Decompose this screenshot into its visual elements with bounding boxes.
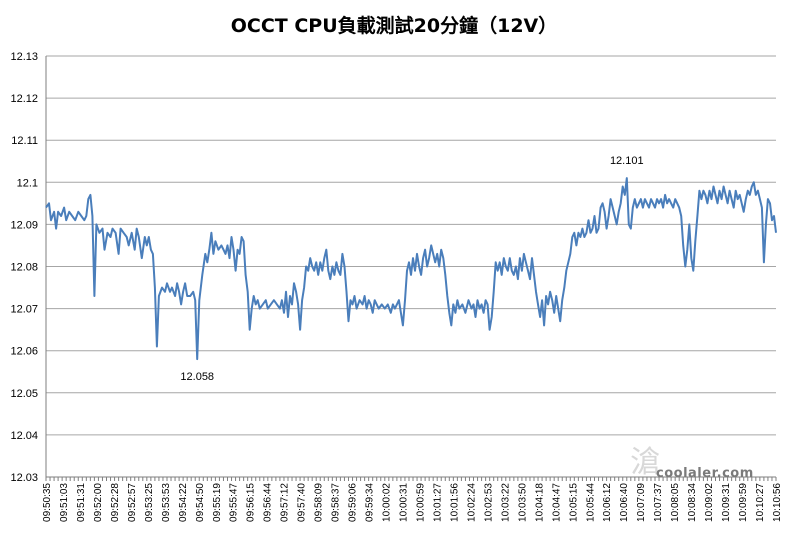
x-tick-label: 09:51:03 <box>59 483 70 522</box>
x-tick-label: 10:08:05 <box>670 483 681 522</box>
y-tick-label: 12.06 <box>10 346 38 358</box>
y-tick-label: 12.12 <box>10 93 38 105</box>
y-tick-label: 12.13 <box>10 51 38 63</box>
watermark-mark: 滄 <box>630 445 660 480</box>
x-tick-label: 09:58:09 <box>314 483 325 522</box>
x-tick-label: 10:06:40 <box>619 483 630 522</box>
x-tick-label: 10:07:09 <box>636 483 647 522</box>
x-tick-label: 09:52:57 <box>127 483 138 522</box>
x-tick-label: 09:55:47 <box>229 483 240 522</box>
x-tick-label: 09:56:15 <box>246 483 257 522</box>
x-tick-label: 10:05:15 <box>568 483 579 522</box>
x-tick-label: 10:04:18 <box>534 483 545 522</box>
x-tick-label: 09:54:50 <box>195 483 206 522</box>
x-tick-label: 09:53:25 <box>144 483 155 522</box>
x-tick-label: 09:52:00 <box>93 483 104 522</box>
data-label: 12.101 <box>610 155 644 167</box>
x-tick-label: 10:07:37 <box>653 483 664 522</box>
x-axis: 09:50:35 09:51:03 09:51:31 09:52:00 09:52:28… <box>42 477 783 522</box>
x-tick-label: 10:02:53 <box>483 483 494 522</box>
y-tick-label: 12.09 <box>10 219 38 231</box>
x-tick-label: 10:00:02 <box>382 483 393 522</box>
x-tick-label: 10:04:47 <box>551 483 562 522</box>
y-tick-label: 12.11 <box>11 135 38 147</box>
x-tick-label: 09:58:37 <box>331 483 342 522</box>
x-tick-label: 10:02:24 <box>466 483 477 522</box>
series-line <box>45 177 777 361</box>
y-tick-label: 12.03 <box>10 472 38 484</box>
x-tick-label: 10:03:22 <box>500 483 511 522</box>
x-tick-label: 09:57:40 <box>297 483 308 522</box>
y-axis: 12.0312.0412.0512.0612.0712.0812.0912.11… <box>10 51 47 484</box>
y-tick-label: 12.07 <box>10 304 38 316</box>
x-tick-label: 09:52:28 <box>110 483 121 522</box>
x-tick-label: 09:51:31 <box>76 483 87 522</box>
x-tick-label: 09:59:34 <box>365 483 376 522</box>
x-tick-label: 09:54:22 <box>178 483 189 522</box>
data-label: 12.058 <box>180 371 214 383</box>
watermark-text: coolaler.com <box>656 466 754 481</box>
x-tick-label: 10:10:27 <box>755 483 766 522</box>
annotations: 12.058 12.101 <box>180 155 643 383</box>
x-tick-label: 10:06:12 <box>602 483 613 522</box>
watermark: 滄 coolaler.com <box>630 445 754 481</box>
x-tick-label: 09:57:12 <box>280 483 291 522</box>
x-tick-label: 10:01:27 <box>432 483 443 522</box>
x-tick-label: 10:00:31 <box>399 483 410 522</box>
y-tick-label: 12.04 <box>10 430 38 442</box>
x-tick-label: 10:10:56 <box>772 483 783 522</box>
x-tick-label: 09:55:19 <box>212 483 223 522</box>
x-tick-label: 09:56:44 <box>263 483 274 522</box>
x-tick-label: 10:01:56 <box>449 483 460 522</box>
x-tick-label: 10:09:31 <box>721 483 732 522</box>
y-tick-label: 12.1 <box>17 177 38 189</box>
x-tick-label: 09:50:35 <box>42 483 53 522</box>
x-tick-label: 10:09:59 <box>738 483 749 522</box>
chart-title: OCCT CPU負載測試20分鐘（12V） <box>231 14 558 37</box>
x-tick-label: 10:08:34 <box>687 483 698 522</box>
x-tick-label: 10:03:50 <box>517 483 528 522</box>
x-tick-label: 09:59:06 <box>348 483 359 522</box>
x-tick-label: 10:05:44 <box>585 483 596 522</box>
x-tick-label: 10:09:02 <box>704 483 715 522</box>
x-tick-label: 09:53:53 <box>161 483 172 522</box>
x-tick-label: 10:00:59 <box>415 483 426 522</box>
y-tick-label: 12.05 <box>10 388 38 400</box>
y-tick-label: 12.08 <box>10 262 38 274</box>
